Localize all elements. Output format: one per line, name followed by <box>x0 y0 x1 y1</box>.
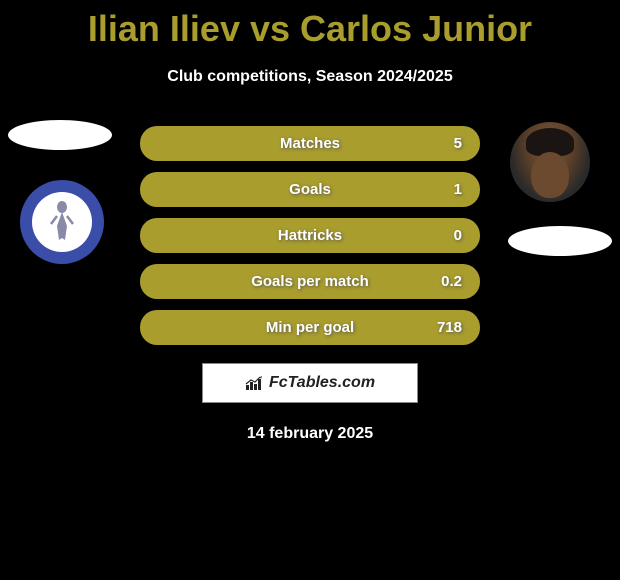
stat-label: Goals per match <box>251 273 369 290</box>
stat-value: 0.2 <box>441 273 462 290</box>
stat-label: Goals <box>289 181 331 198</box>
stat-value: 718 <box>437 319 462 336</box>
player-right-avatar <box>510 122 590 202</box>
player-left-flag <box>8 120 112 150</box>
stat-bar-goals: Goals 1 <box>140 172 480 207</box>
stat-bar-matches: Matches 5 <box>140 126 480 161</box>
brand-chart-icon <box>245 375 265 391</box>
stat-bar-hattricks: Hattricks 0 <box>140 218 480 253</box>
stat-bar-min-per-goal: Min per goal 718 <box>140 310 480 345</box>
subtitle: Club competitions, Season 2024/2025 <box>0 68 620 86</box>
brand-text: FcTables.com <box>269 374 375 392</box>
date-text: 14 february 2025 <box>0 425 620 443</box>
stat-value: 1 <box>454 181 462 198</box>
stat-label: Min per goal <box>266 319 354 336</box>
stat-value: 0 <box>454 227 462 244</box>
stat-bars-container: Matches 5 Goals 1 Hattricks 0 Goals per … <box>140 126 480 345</box>
brand-box[interactable]: FcTables.com <box>202 363 418 403</box>
stat-bar-goals-per-match: Goals per match 0.2 <box>140 264 480 299</box>
player-left-club-logo <box>20 180 104 264</box>
page-title: Ilian Iliev vs Carlos Junior <box>0 0 620 50</box>
stat-value: 5 <box>454 135 462 152</box>
stat-label: Matches <box>280 135 340 152</box>
apollon-logo-icon <box>47 200 77 244</box>
stat-label: Hattricks <box>278 227 342 244</box>
player-right-flag <box>508 226 612 256</box>
